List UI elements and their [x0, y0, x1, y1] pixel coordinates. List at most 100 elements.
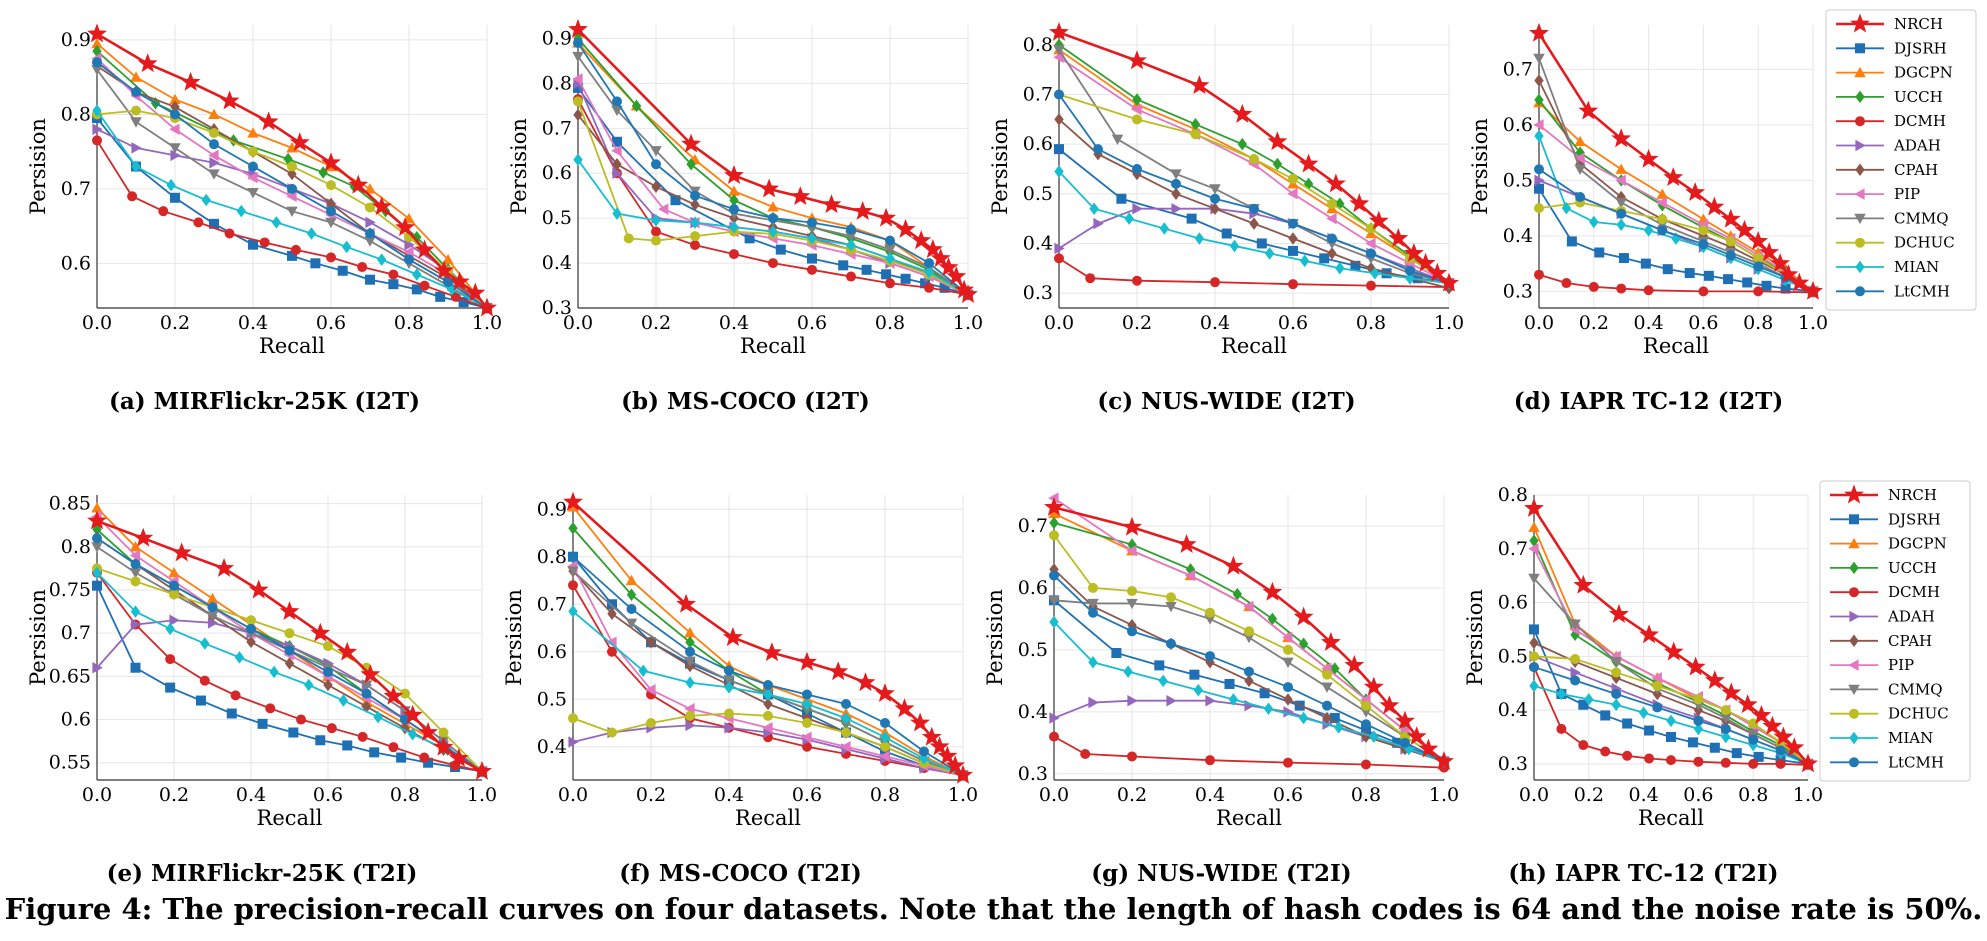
data-point [1534, 183, 1544, 194]
data-point [1322, 669, 1332, 680]
data-point [166, 178, 176, 192]
data-point [945, 755, 966, 775]
y-tick-label: 0.6 [1498, 592, 1528, 614]
legend-marker [1855, 43, 1865, 54]
legend-marker [1854, 66, 1866, 78]
series-DJSRH [573, 82, 973, 300]
data-point [1249, 217, 1259, 230]
data-point [1639, 624, 1660, 644]
data-point [1578, 740, 1589, 751]
data-point [1616, 283, 1627, 294]
data-point [326, 180, 336, 191]
y-tick-label: 0.8 [61, 536, 91, 558]
data-point [1293, 606, 1314, 626]
data-point [1753, 253, 1764, 264]
data-point [1720, 723, 1731, 734]
data-point [246, 623, 256, 634]
y-tick-label: 0.7 [1503, 58, 1533, 80]
data-point [1232, 587, 1242, 601]
legend-marker [1854, 213, 1866, 225]
legend-item-DCHUC: DCHUC [1830, 705, 1949, 723]
data-point [1369, 730, 1379, 743]
data-point [1048, 507, 1060, 519]
data-point [802, 718, 812, 728]
y-tick-label: 0.3 [1023, 282, 1053, 304]
series-line [572, 570, 964, 777]
data-point [129, 549, 141, 562]
legend-marker [1849, 587, 1859, 598]
legend-marker [1848, 537, 1860, 549]
data-point [1616, 218, 1626, 232]
data-point [1256, 238, 1267, 249]
data-point [364, 236, 376, 247]
y-tick-label: 0.6 [61, 709, 91, 731]
data-point [207, 617, 219, 629]
chart-panel-6: 0.0 0.2 0.4 0.6 0.8 1.0 0.4 0.5 0.6 0.7 0.8 0.9 Reca… [502, 491, 978, 830]
data-point [377, 253, 387, 266]
y-tick-label: 0.5 [1498, 645, 1528, 667]
data-point [1720, 705, 1731, 716]
data-point [1638, 706, 1649, 720]
data-point [1400, 737, 1410, 748]
data-point [724, 708, 734, 719]
data-point [236, 204, 246, 218]
data-point [1189, 669, 1200, 680]
data-point [131, 87, 141, 98]
series-NRCH [1529, 22, 1823, 300]
data-point [724, 665, 734, 676]
data-point [1611, 128, 1632, 148]
x-tick-label: 0.8 [1351, 784, 1381, 806]
data-point [651, 180, 661, 193]
data-point [1190, 129, 1201, 140]
x-tick-label: 0.6 [313, 784, 343, 806]
legend-label: DCMH [1888, 583, 1940, 601]
data-point [226, 708, 237, 719]
x-tick-label: 0.8 [390, 784, 420, 806]
data-point [247, 127, 259, 138]
series-NRCH [1044, 496, 1454, 770]
data-point [1210, 193, 1220, 204]
data-point [1237, 137, 1247, 151]
data-point [1116, 193, 1127, 204]
data-point [1588, 281, 1599, 292]
data-point [383, 685, 404, 705]
data-point [1127, 751, 1137, 762]
legend-box [1825, 9, 1977, 311]
data-point [723, 675, 735, 686]
data-point [855, 672, 876, 692]
data-point [573, 37, 583, 48]
data-point [1561, 278, 1572, 289]
data-point [685, 710, 695, 721]
data-point [396, 752, 407, 763]
data-point [1370, 266, 1380, 280]
data-point [365, 202, 375, 213]
data-point [919, 746, 929, 757]
data-point [1770, 253, 1791, 273]
x-tick-label: 0.4 [236, 784, 266, 806]
data-point [658, 203, 669, 215]
series-NRCH [1524, 497, 1818, 773]
data-point [1528, 543, 1539, 555]
data-point [208, 169, 220, 180]
data-point [323, 678, 333, 692]
data-point [165, 682, 176, 693]
legend-marker [1849, 514, 1859, 525]
data-point [1088, 656, 1098, 669]
data-point [1789, 272, 1810, 292]
data-point [1656, 188, 1669, 199]
legend-label: UCCH [1888, 559, 1937, 577]
data-point [289, 132, 310, 152]
data-point [286, 206, 298, 217]
data-point [208, 108, 220, 119]
data-point [1176, 534, 1197, 554]
legend: NRCH DJSRH DGCPN UCCH DCMH ADAH CPAH PIP CMMQ DCH… [1825, 9, 1977, 311]
data-point [1578, 100, 1599, 120]
data-point [1534, 129, 1544, 143]
data-point [92, 533, 102, 544]
legend-marker [1849, 731, 1859, 745]
x-tick-label: 0.4 [238, 312, 268, 334]
x-tick-label: 0.6 [797, 312, 827, 334]
data-point [284, 645, 295, 656]
data-point [852, 200, 873, 220]
legend-marker [1849, 757, 1859, 768]
